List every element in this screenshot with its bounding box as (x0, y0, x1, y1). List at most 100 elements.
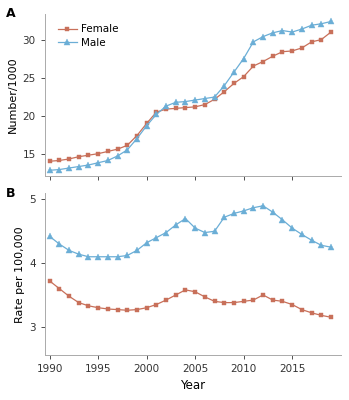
Line: Female: Female (47, 279, 333, 320)
Female (67, 156, 71, 161)
Female (329, 30, 333, 34)
Male (116, 154, 120, 158)
Female (290, 48, 294, 53)
Female (280, 49, 284, 54)
Female (280, 299, 284, 304)
Y-axis label: Rate per 100,000: Rate per 100,000 (15, 226, 25, 322)
Female (144, 305, 149, 310)
Female (193, 289, 197, 294)
Male (203, 230, 207, 235)
Female (57, 158, 61, 163)
Male (232, 70, 236, 74)
Female (116, 147, 120, 152)
Male (280, 28, 284, 33)
Male (164, 230, 168, 235)
Male (86, 254, 90, 259)
Female (242, 74, 246, 79)
Male (310, 238, 314, 242)
Male (280, 218, 284, 222)
Male (261, 34, 265, 39)
Male (310, 23, 314, 28)
Male (329, 245, 333, 250)
Male (222, 215, 227, 220)
Female (213, 97, 217, 102)
Female (77, 154, 81, 159)
Female (271, 54, 275, 59)
Male (290, 30, 294, 34)
Text: A: A (6, 8, 16, 20)
Female (96, 305, 100, 310)
Male (154, 112, 158, 117)
Y-axis label: Number/1000: Number/1000 (8, 57, 18, 134)
Male (47, 168, 52, 173)
Female (67, 294, 71, 299)
Male (329, 19, 333, 24)
Female (86, 153, 90, 158)
Female (183, 105, 187, 110)
Male (251, 40, 255, 44)
Male (47, 234, 52, 239)
Line: Male: Male (47, 19, 334, 173)
Female (261, 59, 265, 64)
Male (319, 21, 324, 26)
Female (47, 278, 52, 283)
Male (106, 158, 110, 163)
Male (319, 243, 324, 248)
Male (67, 248, 71, 253)
Female (47, 159, 52, 164)
Male (164, 104, 168, 108)
Male (96, 160, 100, 165)
Male (251, 205, 255, 210)
Female (319, 313, 324, 318)
Male (86, 163, 90, 168)
Female (77, 300, 81, 305)
Female (154, 110, 158, 114)
Female (96, 151, 100, 156)
Female (154, 302, 158, 307)
Female (174, 106, 178, 111)
Male (135, 136, 139, 141)
Male (154, 235, 158, 240)
Male (193, 226, 197, 230)
Female (300, 46, 304, 50)
Female (319, 37, 324, 42)
Female (135, 133, 139, 138)
Female (86, 303, 90, 308)
Male (213, 95, 217, 100)
Female (164, 107, 168, 112)
Female (125, 143, 129, 148)
Text: B: B (6, 186, 16, 200)
Male (77, 252, 81, 257)
Female (251, 298, 255, 302)
Male (135, 248, 139, 253)
Female (203, 102, 207, 107)
Female (329, 315, 333, 320)
Male (116, 254, 120, 259)
Female (222, 89, 227, 94)
Female (290, 302, 294, 307)
Female (116, 307, 120, 312)
Male (242, 56, 246, 61)
Male (300, 232, 304, 237)
X-axis label: Year: Year (180, 379, 205, 392)
Female (232, 81, 236, 86)
Male (183, 99, 187, 104)
Male (271, 30, 275, 35)
Female (261, 292, 265, 297)
Female (183, 288, 187, 292)
Male (183, 216, 187, 221)
Male (271, 210, 275, 214)
Female (57, 286, 61, 291)
Male (174, 100, 178, 105)
Female (106, 149, 110, 154)
Female (300, 307, 304, 312)
Male (193, 98, 197, 102)
Male (106, 254, 110, 259)
Male (261, 203, 265, 208)
Male (125, 148, 129, 152)
Female (232, 300, 236, 305)
Male (144, 123, 149, 128)
Legend: Female, Male: Female, Male (56, 22, 120, 50)
Male (300, 27, 304, 32)
Male (144, 240, 149, 245)
